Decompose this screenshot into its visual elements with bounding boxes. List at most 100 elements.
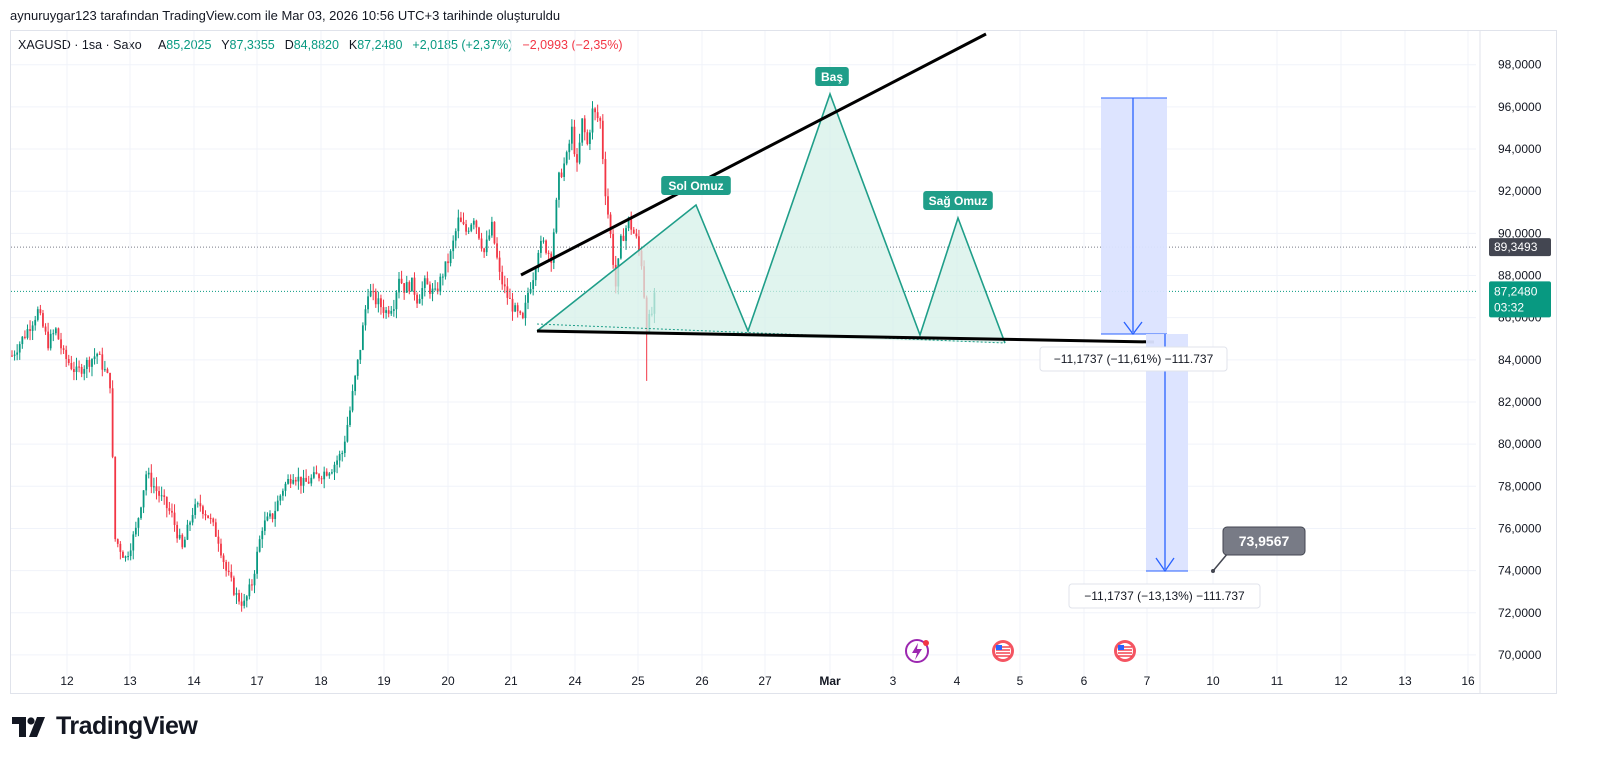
candle-body xyxy=(98,353,101,355)
candle-body xyxy=(91,358,93,367)
target-callout-bg xyxy=(1222,526,1306,556)
label-left-shoulder-bg xyxy=(661,176,731,195)
candle-body xyxy=(622,235,625,241)
measure-label-1-bg xyxy=(1039,346,1228,372)
candle-body xyxy=(413,277,416,295)
candle-body xyxy=(194,504,197,515)
candle-body xyxy=(302,477,305,486)
candle-body xyxy=(516,305,519,312)
y-tick-label: 84,0000 xyxy=(1498,353,1542,367)
tradingview-logo[interactable]: TradingView xyxy=(12,712,198,741)
candle-body xyxy=(599,118,602,121)
x-tick-label: 18 xyxy=(314,674,328,688)
candle-body xyxy=(405,282,408,293)
candle-body xyxy=(498,257,501,272)
y-tick-label: 82,0000 xyxy=(1498,395,1542,409)
candle-body xyxy=(155,486,158,492)
candle-body xyxy=(199,503,202,507)
y-tick-label: 74,0000 xyxy=(1498,564,1542,578)
candle-body xyxy=(638,236,640,251)
candle-body xyxy=(359,349,362,360)
candle-body xyxy=(408,282,411,292)
candle-body xyxy=(158,491,160,496)
price-chart[interactable]: 70,0000 72,0000 74,0000 76,0000 78,0000 80,00… xyxy=(0,0,1600,700)
candle-body xyxy=(385,310,387,313)
event-bolt-glyph xyxy=(912,643,922,660)
measure-label-1: −11,1737 (−11,61%) −111.737 xyxy=(1054,352,1214,366)
candle-body xyxy=(506,286,509,298)
candle-body xyxy=(232,577,235,595)
candle-body xyxy=(186,524,189,540)
candle-body xyxy=(545,240,547,253)
chart-frame[interactable] xyxy=(10,30,1557,694)
candle-body xyxy=(635,233,638,237)
candle-body xyxy=(320,478,323,480)
candle-body xyxy=(261,530,264,540)
high-label: Y xyxy=(221,38,230,52)
y-tick-label: 96,0000 xyxy=(1498,100,1542,114)
candle-body xyxy=(558,172,560,200)
candle-body xyxy=(16,352,19,355)
candle-body xyxy=(207,515,209,518)
candle-body xyxy=(444,261,447,277)
candle-body xyxy=(573,126,576,155)
candle-body xyxy=(429,284,431,294)
candle-body xyxy=(627,217,630,229)
candle-body xyxy=(60,339,62,349)
candle-body xyxy=(490,221,493,236)
candle-body xyxy=(341,453,344,455)
candle-body xyxy=(472,220,475,225)
candle-body xyxy=(196,503,199,505)
candle-body xyxy=(39,309,42,314)
us-flag-icon-canton xyxy=(1118,645,1124,650)
candle-body xyxy=(181,534,184,548)
x-tick-label: Mar xyxy=(819,674,841,688)
candle-body xyxy=(439,276,442,292)
candle-body xyxy=(73,369,75,373)
candle-body xyxy=(222,555,225,563)
candle-body xyxy=(129,550,132,557)
candle-body xyxy=(26,329,29,338)
candle-body xyxy=(589,132,591,144)
candle-body xyxy=(243,600,246,606)
candle-body xyxy=(163,495,166,497)
candle-body xyxy=(496,243,498,258)
measure-label-2-bg xyxy=(1068,583,1261,609)
x-tick-label: 7 xyxy=(1144,674,1151,688)
candle-body xyxy=(537,252,540,269)
candle-body xyxy=(171,510,173,513)
last-price-badge: 87,2480 xyxy=(1494,284,1538,298)
head-shoulders-outline xyxy=(536,91,1006,344)
us-flag-icon-canton xyxy=(996,645,1002,650)
candle-body xyxy=(547,252,550,254)
candle-body xyxy=(534,268,537,281)
candle-body xyxy=(284,483,287,491)
candle-body xyxy=(101,354,104,370)
y-tick-label: 90,0000 xyxy=(1498,226,1542,240)
candle-body xyxy=(483,248,486,253)
y-tick-label: 76,0000 xyxy=(1498,521,1542,535)
candle-body xyxy=(165,496,168,509)
candle-body xyxy=(514,305,516,312)
countdown-badge: 03:32 xyxy=(1494,300,1524,314)
candle-body xyxy=(333,464,336,473)
candle-body xyxy=(49,333,52,349)
candle-body xyxy=(349,410,351,425)
candle-body xyxy=(307,481,310,484)
candle-body xyxy=(134,527,137,535)
candle-body xyxy=(478,227,480,239)
symbol-label[interactable]: XAGUSD · 1sa · Saxo xyxy=(18,38,142,52)
y-tick-label: 72,0000 xyxy=(1498,606,1542,620)
candle-body xyxy=(47,331,50,349)
candle-body xyxy=(423,278,426,289)
x-tick-label: 19 xyxy=(377,674,391,688)
candle-body xyxy=(127,556,129,558)
candle-body xyxy=(470,224,473,231)
candle-body xyxy=(570,126,573,144)
candle-body xyxy=(289,478,292,484)
ohlc-legend: XAGUSD · 1sa · Saxo A85,2025 Y87,3355 D8… xyxy=(18,38,623,52)
candle-body xyxy=(540,240,542,253)
candle-body xyxy=(178,534,181,539)
candle-body xyxy=(454,231,457,241)
candle-body xyxy=(220,543,222,556)
